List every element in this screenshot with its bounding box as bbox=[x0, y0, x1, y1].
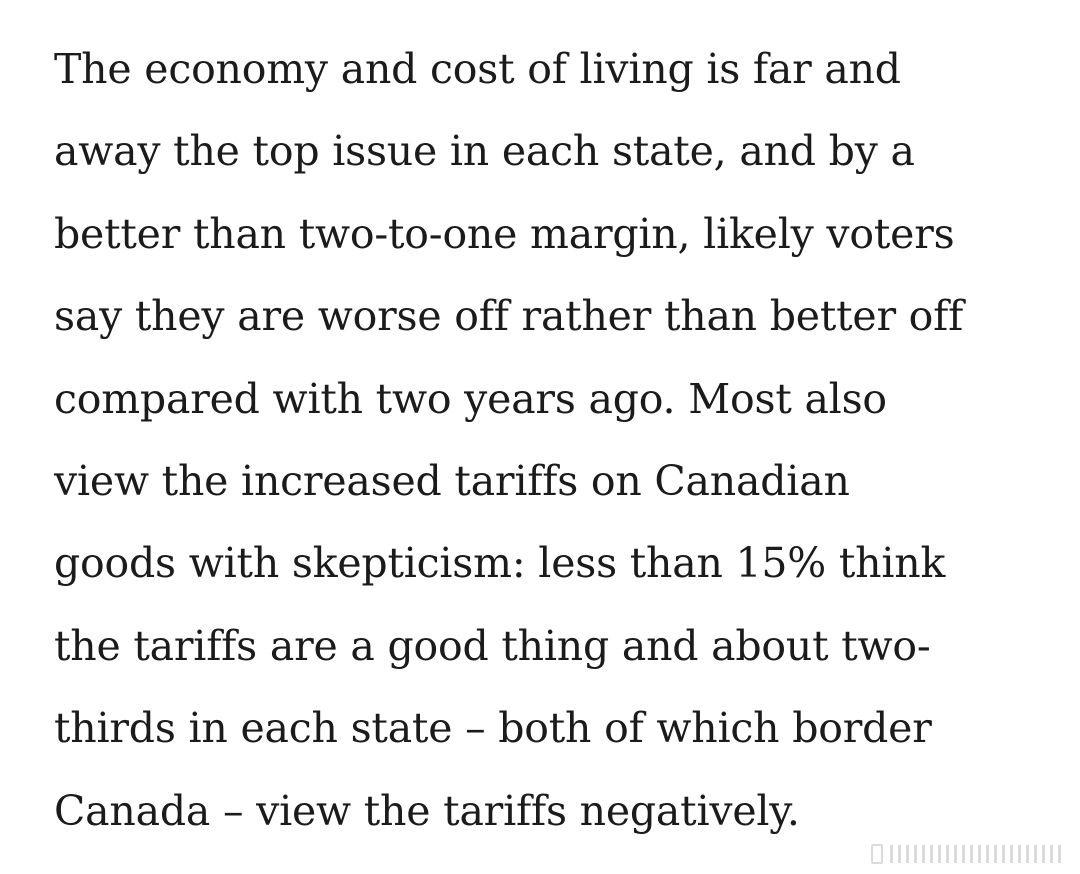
paragraph-line: better than two-to-one margin, likely vo… bbox=[54, 209, 955, 258]
paragraph-line: view the increased tariffs on Canadian bbox=[54, 457, 850, 506]
paragraph-line: The economy and cost of living is far an… bbox=[54, 45, 901, 93]
paragraph-line: away the top issue in each state, and by… bbox=[54, 127, 915, 176]
paragraph-line: Canada – view the tariffs negatively. bbox=[54, 786, 800, 835]
paragraph-line: compared with two years ago. Most also bbox=[54, 374, 887, 423]
paragraph-line: thirds in each state – both of which bor… bbox=[54, 704, 932, 753]
paragraph-line: goods with skepticism: less than 15% thi… bbox=[54, 539, 946, 588]
watermark-logo-icon bbox=[868, 842, 1068, 866]
paragraph-line: the tariffs are a good thing and about t… bbox=[54, 621, 931, 670]
article-paragraph: The economy and cost of living is far an… bbox=[54, 28, 1054, 852]
watermark bbox=[868, 842, 1068, 866]
paragraph-line: say they are worse off rather than bette… bbox=[54, 292, 964, 341]
article-body: The economy and cost of living is far an… bbox=[54, 28, 1054, 852]
